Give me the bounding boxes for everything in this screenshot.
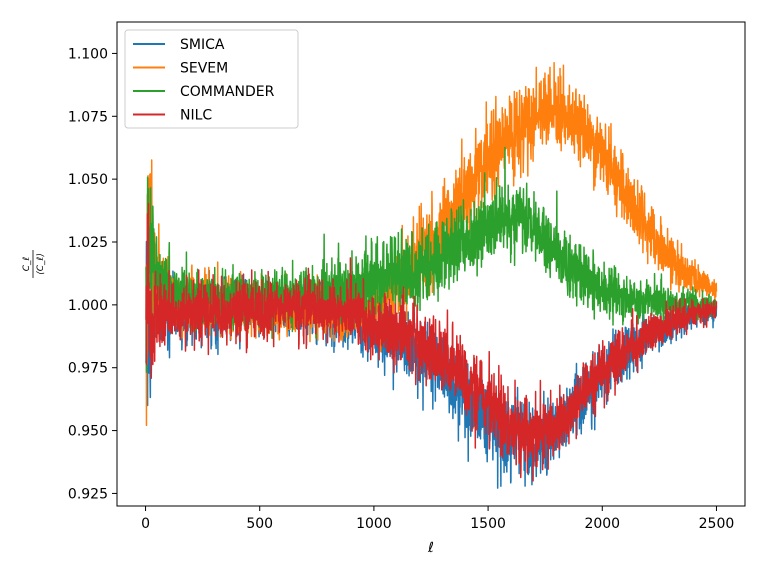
y-axis: 0.925 0.950 0.975 1.000 1.025 1.050 1.075 1.100: [68, 46, 117, 502]
y-tick-label: 0.950: [68, 424, 108, 440]
plot-lines: [145, 62, 718, 489]
series-line-nilc: [145, 202, 718, 482]
x-axis-label: ℓ: [427, 540, 434, 556]
legend-label-sevem: SEVEM: [180, 61, 228, 77]
legend-box: [124, 29, 299, 129]
x-tick-label: 0: [141, 516, 150, 532]
x-tick-label: 2000: [584, 516, 620, 532]
x-tick-label: 500: [246, 516, 273, 532]
legend: SMICA SEVEM COMMANDER NILC: [124, 29, 299, 129]
y-tick-label: 1.100: [68, 46, 108, 62]
y-tick-label: 1.075: [68, 109, 108, 125]
x-tick-label: 1000: [356, 516, 392, 532]
y-axis-label-denominator: ⟨C_ℓ⟩: [36, 253, 46, 275]
y-tick-label: 1.000: [68, 298, 108, 314]
x-tick-label: 1500: [470, 516, 506, 532]
y-axis-label-numerator: C_ℓ: [22, 257, 32, 272]
y-axis-label: C_ℓ ⟨C_ℓ⟩: [22, 250, 46, 278]
plot-frame: [116, 21, 746, 507]
series-line-commander: [145, 146, 718, 373]
legend-label-nilc: NILC: [180, 108, 212, 124]
x-tick-label: 2500: [699, 516, 735, 532]
y-tick-label: 0.975: [68, 361, 108, 377]
y-tick-label: 1.025: [68, 235, 108, 251]
y-tick-label: 1.050: [68, 172, 108, 188]
legend-label-smica: SMICA: [180, 37, 225, 53]
x-axis: 0 500 1000 1500 2000 2500: [141, 506, 734, 532]
y-tick-label: 0.925: [68, 486, 108, 502]
legend-label-commander: COMMANDER: [180, 84, 275, 100]
